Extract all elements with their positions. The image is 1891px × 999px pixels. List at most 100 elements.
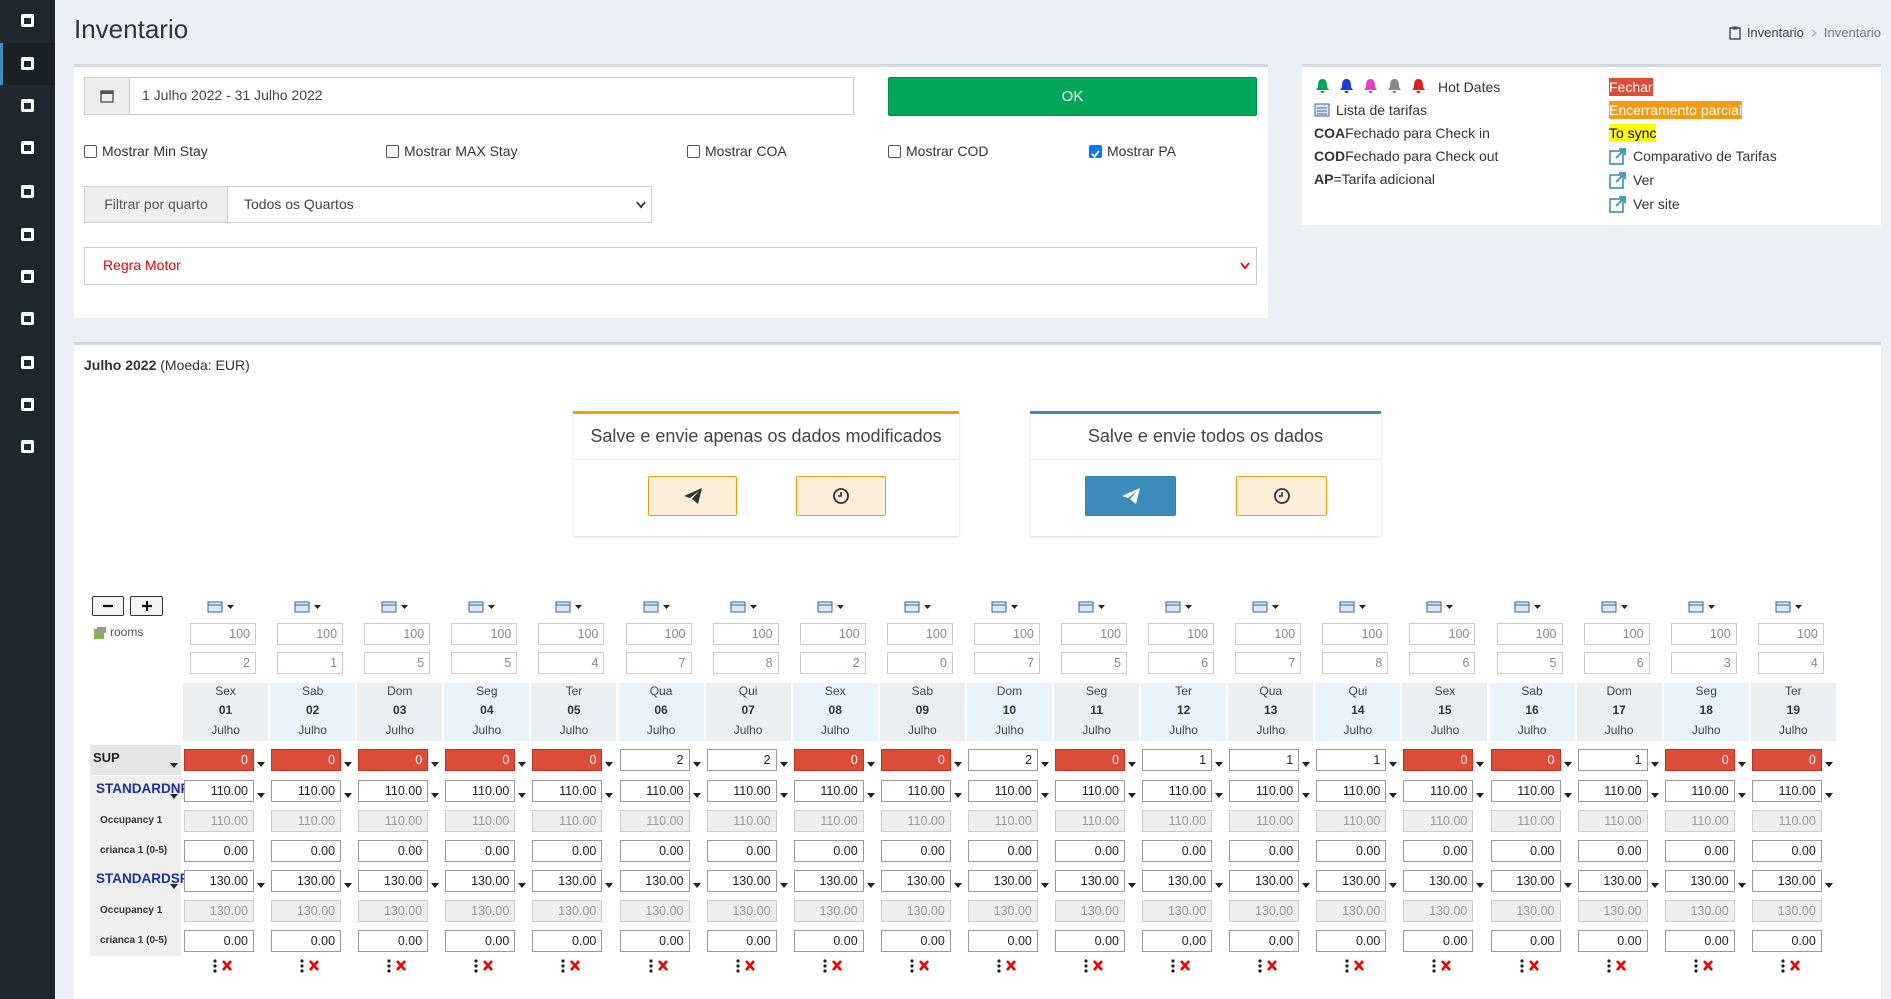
rate-input[interactable]: 130.00 [1316, 870, 1387, 892]
cell-caret-wrap[interactable] [1824, 756, 1834, 772]
availability-input[interactable]: 0 [271, 749, 342, 771]
child-input[interactable]: 0.00 [1055, 840, 1125, 862]
child-input[interactable]: 0.00 [184, 840, 254, 862]
external-link-icon-wrap[interactable] [1609, 147, 1627, 168]
row-actions-wrap[interactable] [473, 958, 503, 977]
child-input[interactable]: 0.00 [358, 930, 429, 952]
row-actions-wrap[interactable] [299, 958, 329, 977]
calendar-menu-wrap[interactable] [904, 600, 934, 616]
rate-input[interactable]: 110.00 [967, 780, 1038, 802]
calendar-menu-wrap[interactable] [991, 600, 1021, 616]
cell-caret-wrap[interactable] [692, 877, 702, 893]
cell-caret-wrap[interactable] [1475, 877, 1485, 893]
rate-input[interactable]: 130.00 [184, 870, 254, 892]
checkbox[interactable] [888, 145, 901, 158]
cell-caret-wrap[interactable] [517, 877, 527, 893]
rate-input[interactable]: 110.00 [1403, 780, 1474, 802]
calendar-menu-wrap[interactable] [555, 600, 585, 616]
rate-input[interactable]: 110.00 [1751, 780, 1822, 802]
cell-caret-wrap[interactable] [517, 756, 527, 772]
child-input[interactable]: 0.00 [793, 930, 864, 952]
availability-input[interactable]: 1 [1316, 749, 1387, 771]
child-input[interactable]: 0.00 [1403, 840, 1474, 862]
child-input[interactable]: 0.00 [271, 840, 342, 862]
cell-caret-wrap[interactable] [1214, 756, 1224, 772]
cell-caret-wrap[interactable] [692, 756, 702, 772]
row-actions-wrap[interactable] [1257, 958, 1287, 977]
rate-input[interactable]: 130.00 [619, 870, 690, 892]
rate-input[interactable]: 130.00 [358, 870, 429, 892]
child-input[interactable]: 0.00 [1316, 930, 1387, 952]
rate-input[interactable]: 130.00 [1751, 870, 1822, 892]
availability-input[interactable]: 1 [1577, 749, 1648, 771]
cell-caret-wrap[interactable] [1214, 877, 1224, 893]
cell-caret-wrap[interactable] [1301, 877, 1311, 893]
child-input[interactable]: 0.00 [1577, 930, 1648, 952]
cell-caret-wrap[interactable] [604, 877, 614, 893]
cell-caret-wrap[interactable] [1475, 756, 1485, 772]
child-input[interactable]: 0.00 [880, 930, 951, 952]
cell-caret-wrap[interactable] [953, 877, 963, 893]
child-input[interactable]: 0.00 [1664, 930, 1735, 952]
row-label-caret-wrap[interactable] [169, 878, 179, 894]
rate-input[interactable]: 110.00 [793, 780, 864, 802]
row-actions-wrap[interactable] [1083, 958, 1113, 977]
calendar-menu-wrap[interactable] [643, 600, 673, 616]
calendar-menu-wrap[interactable] [1601, 600, 1631, 616]
rate-input[interactable]: 110.00 [1142, 780, 1213, 802]
rate-input[interactable]: 110.00 [1577, 780, 1648, 802]
rate-input[interactable]: 110.00 [619, 780, 690, 802]
schedule-modified-button[interactable] [796, 476, 886, 516]
row-actions-wrap[interactable] [1693, 958, 1723, 977]
checkbox[interactable] [1089, 145, 1102, 158]
rate-input[interactable]: 110.00 [1664, 780, 1735, 802]
availability-input[interactable]: 1 [1142, 749, 1213, 771]
rate-input[interactable]: 110.00 [445, 780, 516, 802]
child-input[interactable]: 0.00 [967, 930, 1038, 952]
child-input[interactable]: 0.00 [706, 840, 777, 862]
cell-caret-wrap[interactable] [866, 877, 876, 893]
sidebar-icon-wrap[interactable] [20, 140, 35, 158]
child-input[interactable]: 0.00 [532, 840, 603, 862]
rate-input[interactable]: 110.00 [1490, 780, 1561, 802]
cell-caret-wrap[interactable] [1563, 756, 1573, 772]
send-all-button[interactable] [1085, 476, 1176, 516]
availability-input[interactable]: 0 [358, 749, 429, 771]
cell-caret-wrap[interactable] [256, 787, 266, 803]
checkbox[interactable] [84, 145, 97, 158]
cell-caret-wrap[interactable] [256, 756, 266, 772]
date-input[interactable]: 1 Julho 2022 - 31 Julho 2022 [84, 77, 854, 115]
child-input[interactable]: 0.00 [445, 930, 516, 952]
cell-caret-wrap[interactable] [1388, 756, 1398, 772]
calendar-menu-wrap[interactable] [1078, 600, 1108, 616]
calendar-menu-wrap[interactable] [468, 600, 498, 616]
calendar-menu-wrap[interactable] [381, 600, 411, 616]
row-actions-wrap[interactable] [909, 958, 939, 977]
cell-caret-wrap[interactable] [1301, 756, 1311, 772]
cell-caret-wrap[interactable] [953, 787, 963, 803]
row-actions-wrap[interactable] [822, 958, 852, 977]
row-actions-wrap[interactable] [1606, 958, 1636, 977]
child-input[interactable]: 0.00 [1577, 840, 1648, 862]
cell-caret-wrap[interactable] [1127, 877, 1137, 893]
send-modified-button[interactable] [648, 476, 737, 516]
sidebar-icon-wrap[interactable] [20, 269, 35, 287]
cell-caret-wrap[interactable] [1388, 877, 1398, 893]
sidebar-icon-wrap[interactable] [20, 311, 35, 329]
rate-input[interactable]: 130.00 [706, 870, 777, 892]
cell-caret-wrap[interactable] [953, 756, 963, 772]
cell-caret-wrap[interactable] [1127, 756, 1137, 772]
cell-caret-wrap[interactable] [604, 787, 614, 803]
child-input[interactable]: 0.00 [1751, 840, 1822, 862]
row-actions-wrap[interactable] [212, 958, 242, 977]
child-input[interactable]: 0.00 [358, 840, 429, 862]
cell-caret-wrap[interactable] [1563, 877, 1573, 893]
rate-input[interactable]: 110.00 [184, 780, 254, 802]
availability-input[interactable]: 0 [532, 749, 603, 771]
cell-caret-wrap[interactable] [1737, 787, 1747, 803]
rate-input[interactable]: 130.00 [271, 870, 342, 892]
calendar-menu-wrap[interactable] [1252, 600, 1282, 616]
cell-caret-wrap[interactable] [604, 756, 614, 772]
rate-input[interactable]: 110.00 [532, 780, 603, 802]
cell-caret-wrap[interactable] [1040, 787, 1050, 803]
